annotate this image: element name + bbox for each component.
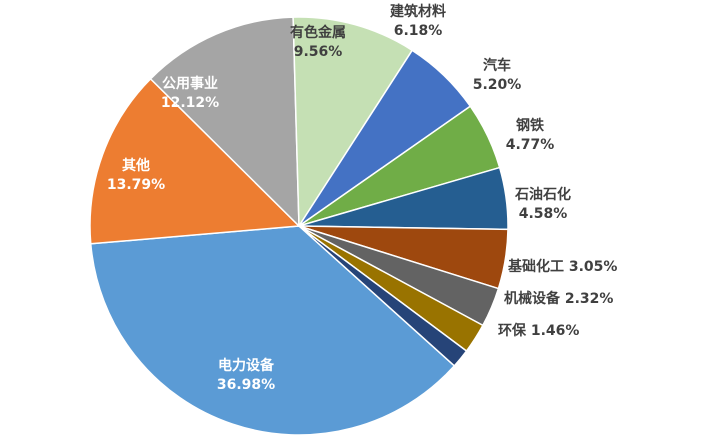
slice-label-3: 公用事业 12.12% bbox=[161, 75, 219, 111]
slice-category-label: 基础化工 bbox=[508, 258, 569, 275]
slice-category-label: 公用事业 bbox=[162, 75, 218, 92]
pie-slice-3 bbox=[149, 16, 300, 227]
slice-label-1: 电力设备 36.98% bbox=[217, 357, 275, 393]
slice-percent-label: 2.32% bbox=[565, 291, 614, 307]
slice-label-9: 基础化工 3.05% bbox=[508, 258, 617, 275]
slice-label-5: 建筑材料 6.18% bbox=[390, 3, 446, 39]
slice-label-4: 有色金属 9.56% bbox=[290, 24, 346, 60]
slice-category-label: 机械设备 bbox=[504, 290, 565, 307]
slice-label-2: 其他 13.79% bbox=[107, 157, 165, 193]
slice-category-label: 石油石化 bbox=[514, 186, 571, 203]
slice-category-label: 汽车 bbox=[483, 57, 511, 74]
slice-percent-label: 12.12% bbox=[161, 95, 219, 111]
slice-percent-label: 6.18% bbox=[394, 23, 443, 39]
slice-category-label: 建筑材料 bbox=[390, 3, 446, 20]
slices-layer bbox=[89, 16, 509, 436]
slice-percent-label: 9.56% bbox=[294, 44, 343, 60]
slice-label-8: 石油石化 4.58% bbox=[514, 186, 571, 222]
slice-percent-label: 3.05% bbox=[569, 259, 618, 275]
labels-layer: 电力设备 36.98% 其他 13.79% 公用事业 12.12% 有色金属 9.56% 建筑材… bbox=[107, 3, 618, 393]
slice-category-label: 环保 bbox=[498, 322, 531, 339]
slice-label-10: 机械设备 2.32% bbox=[504, 290, 613, 307]
slice-percent-label: 5.20% bbox=[473, 77, 522, 93]
slice-category-label: 其他 bbox=[122, 157, 150, 174]
slice-percent-label: 4.58% bbox=[519, 206, 568, 222]
slice-percent-label: 13.79% bbox=[107, 177, 165, 193]
slice-label-11: 环保 1.46% bbox=[498, 322, 579, 339]
pie-slice-11 bbox=[298, 225, 468, 367]
pie-slice-1 bbox=[90, 225, 456, 436]
slice-category-label: 钢铁 bbox=[516, 117, 544, 134]
slice-percent-label: 36.98% bbox=[217, 377, 275, 393]
slice-label-6: 汽车 5.20% bbox=[473, 57, 522, 93]
slice-percent-label: 1.46% bbox=[531, 323, 580, 339]
slice-category-label: 电力设备 bbox=[218, 357, 275, 374]
slice-percent-label: 4.77% bbox=[506, 137, 555, 153]
slice-label-7: 钢铁 4.77% bbox=[506, 117, 555, 153]
slice-category-label: 有色金属 bbox=[290, 24, 346, 41]
pie-slice-2 bbox=[89, 78, 300, 245]
pie-slice-4 bbox=[292, 16, 413, 227]
